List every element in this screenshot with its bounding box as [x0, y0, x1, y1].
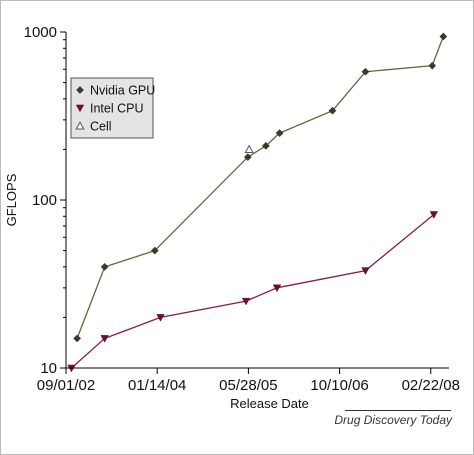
legend-entry: Cell	[75, 120, 112, 134]
plot-area	[67, 32, 448, 373]
y-tick-label: 1000	[24, 24, 57, 41]
data-point	[241, 297, 251, 306]
legend-label: Cell	[90, 120, 112, 134]
data-point	[361, 67, 370, 76]
legend-entry: Intel CPU	[75, 102, 144, 116]
data-point	[150, 246, 159, 255]
series-line	[71, 213, 435, 369]
x-axis-title: Release Date	[230, 396, 309, 411]
legend-marker	[75, 104, 85, 113]
series-line	[76, 36, 444, 339]
legend: Nvidia GPU Intel CPU Cell	[70, 77, 155, 139]
y-tick-label: 100	[32, 192, 57, 209]
data-point	[156, 314, 165, 322]
source-credit: Drug Discovery Today	[334, 413, 452, 427]
legend-marker	[75, 121, 85, 130]
data-point	[73, 334, 82, 343]
legend-label: Intel CPU	[90, 102, 144, 116]
data-point	[361, 267, 370, 275]
series-nvidia-gpu	[73, 32, 448, 343]
y-axis-title: GFLOPS	[4, 173, 19, 226]
data-point	[100, 262, 109, 271]
y-tick-label: 10	[40, 360, 57, 377]
x-tick-label: 02/22/08	[402, 377, 460, 394]
legend-entry: Nvidia GPU	[76, 84, 155, 98]
x-tick-label: 05/28/05	[219, 377, 277, 394]
data-point	[272, 284, 282, 293]
axes: 10 100 1000 09/01/02 01/14/04 05/28/05 10/10/0…	[4, 24, 460, 411]
data-point	[244, 144, 254, 153]
legend-marker	[76, 86, 84, 94]
legend-label: Nvidia GPU	[90, 84, 155, 98]
data-point	[428, 61, 437, 70]
x-tick-label: 10/10/06	[310, 377, 368, 394]
x-tick-label: 09/01/02	[37, 377, 95, 394]
series-cell	[244, 144, 254, 153]
data-point	[100, 335, 109, 343]
data-point	[243, 153, 252, 162]
source-divider	[345, 410, 451, 411]
legend-box	[70, 77, 154, 139]
x-tick-label: 01/14/04	[128, 377, 186, 394]
data-point	[328, 106, 337, 115]
data-point	[429, 211, 439, 219]
data-point	[439, 32, 448, 41]
data-point	[261, 141, 270, 150]
data-point	[275, 129, 284, 138]
series-intel-cpu	[67, 211, 439, 373]
